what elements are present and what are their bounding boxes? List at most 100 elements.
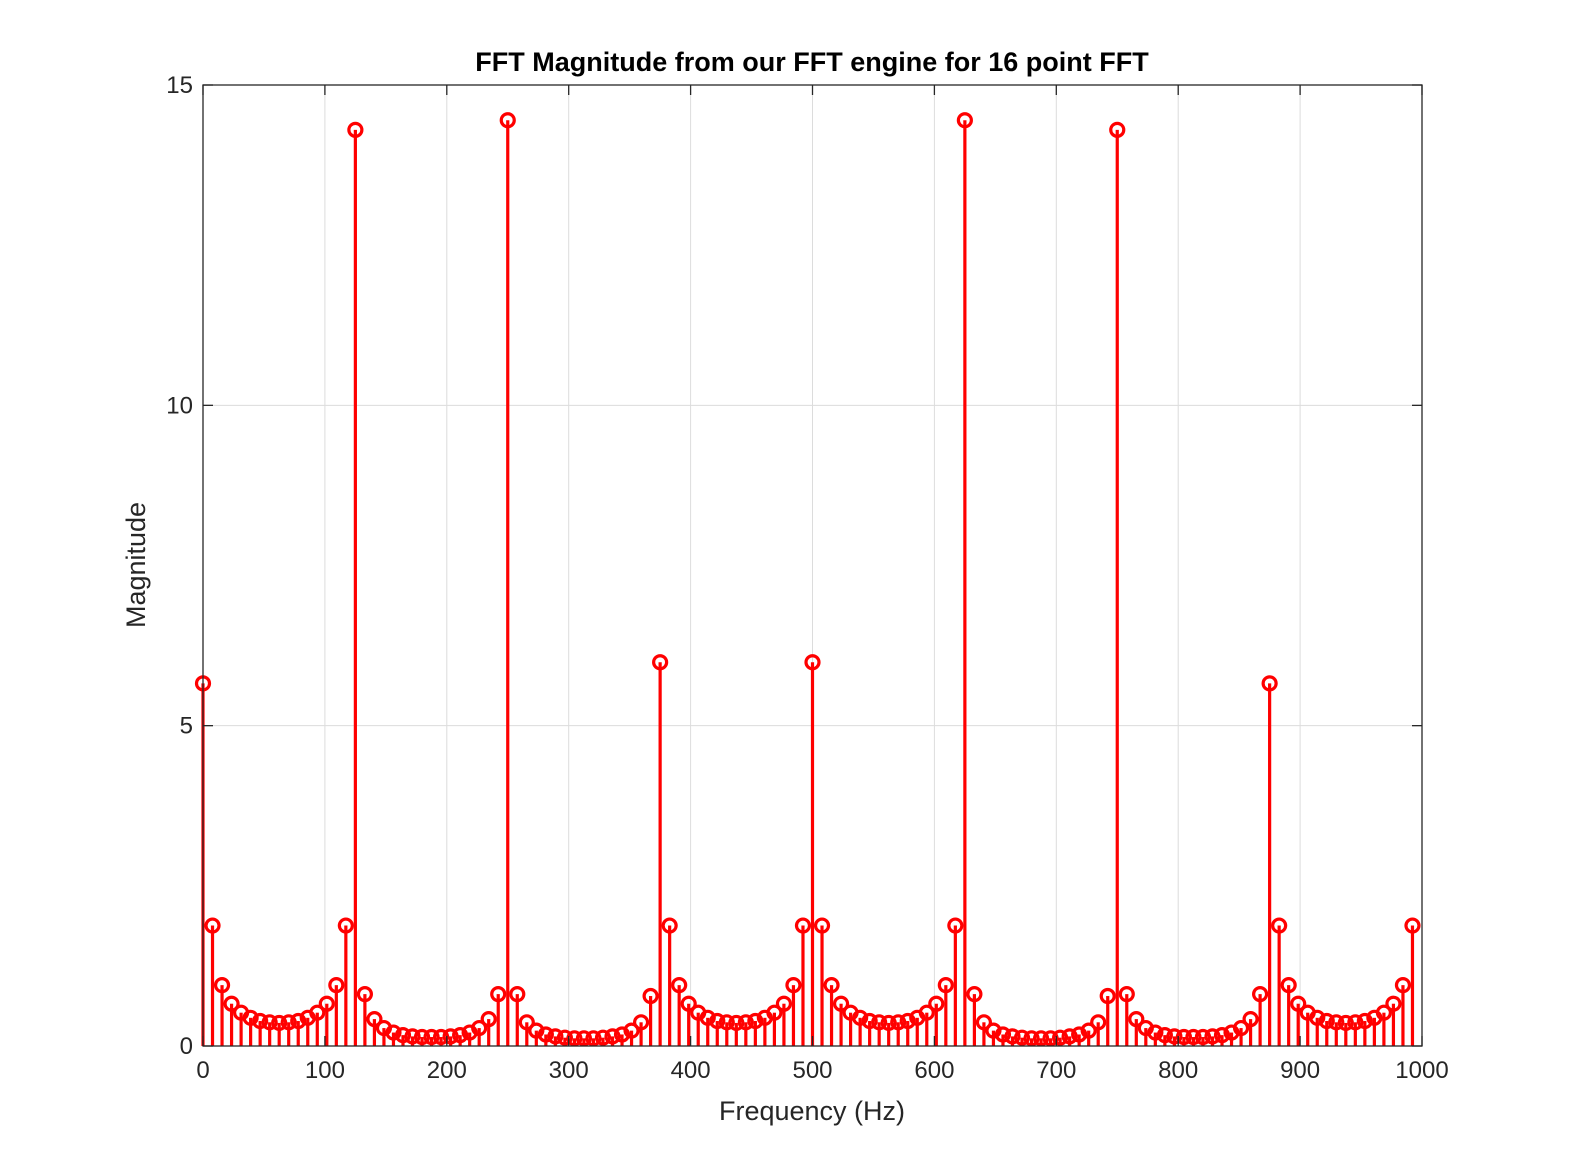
stem-marker xyxy=(747,1012,764,1030)
stem-marker xyxy=(442,1028,459,1045)
stem-marker xyxy=(594,1029,612,1046)
stem-marker xyxy=(528,1022,545,1039)
stem-marker xyxy=(671,977,688,994)
stem-marker xyxy=(1385,995,1402,1012)
stem-marker xyxy=(537,1026,554,1043)
stem-marker xyxy=(366,1010,383,1028)
y-tick-labels: 0 5 10 15 xyxy=(166,72,193,1060)
stem-marker xyxy=(347,121,364,138)
stem-marker xyxy=(804,654,821,671)
stem-marker xyxy=(1004,1028,1021,1045)
stem-marker xyxy=(623,1022,640,1039)
axis-ticks xyxy=(202,84,1423,1047)
stem-marker xyxy=(1099,987,1116,1005)
y-axis-label: Magnitude xyxy=(121,502,151,628)
x-tick-label: 400 xyxy=(671,1057,711,1084)
x-tick-label: 900 xyxy=(1280,1057,1320,1084)
x-tick-label: 100 xyxy=(305,1057,345,1084)
stem-marker xyxy=(1071,1026,1088,1043)
stem-marker xyxy=(575,1030,593,1047)
stem-marker xyxy=(566,1030,583,1047)
y-tick-label: 5 xyxy=(180,713,193,740)
stem-marker xyxy=(1090,1014,1107,1031)
stem-marker xyxy=(699,1009,716,1026)
stem-marker xyxy=(861,1012,878,1030)
stem-marker xyxy=(337,917,354,934)
stem-marker xyxy=(1375,1004,1393,1021)
stem-marker xyxy=(271,1014,288,1032)
stem-marker xyxy=(499,112,516,129)
stem-marker xyxy=(290,1012,307,1030)
stem-marker xyxy=(1194,1028,1212,1046)
stem-marker xyxy=(966,986,983,1003)
stem-marker xyxy=(1166,1028,1183,1045)
stem-marker xyxy=(975,1014,993,1031)
stem-marker xyxy=(1061,1028,1078,1045)
stem-marker xyxy=(1337,1014,1354,1032)
stem-marker xyxy=(871,1014,888,1031)
stem-marker xyxy=(242,1009,259,1026)
stem-marker xyxy=(985,1022,1002,1039)
stem-marker xyxy=(880,1014,897,1032)
stem-marker xyxy=(1147,1024,1164,1041)
stem-marker xyxy=(413,1028,431,1046)
stem-marker xyxy=(1261,675,1278,692)
y-tick-label: 10 xyxy=(166,392,193,419)
stem-marker xyxy=(1118,986,1135,1003)
stem-marker xyxy=(1356,1012,1373,1030)
stem-marker xyxy=(1328,1014,1345,1031)
stem-marker xyxy=(1185,1028,1202,1046)
stem-marker xyxy=(213,977,231,994)
stem-marker xyxy=(423,1028,440,1046)
stem-marker xyxy=(328,977,345,994)
stem-marker xyxy=(956,112,973,129)
stem-marker xyxy=(823,977,840,994)
stem-marker xyxy=(518,1014,535,1031)
stem-marker xyxy=(899,1012,916,1030)
stem-marker xyxy=(1080,1022,1097,1039)
stem-marker xyxy=(709,1012,726,1030)
stem-marker xyxy=(680,995,697,1012)
stem-marker xyxy=(813,917,831,934)
stem-marker xyxy=(794,917,812,934)
chart-title: FFT Magnitude from our FFT engine for 16… xyxy=(475,47,1149,77)
stem-marker xyxy=(1347,1014,1364,1031)
stem-marker xyxy=(642,987,659,1005)
stem-marker xyxy=(928,995,945,1012)
stem-marker xyxy=(852,1009,869,1026)
x-tick-label: 200 xyxy=(427,1057,467,1084)
stem-marker xyxy=(785,977,802,994)
stem-marker xyxy=(1156,1027,1173,1044)
stem-marker xyxy=(937,977,954,994)
stem-marker xyxy=(318,995,335,1012)
stem-marker xyxy=(737,1014,754,1031)
stem-marker xyxy=(223,995,240,1012)
x-axis-label: Frequency (Hz) xyxy=(719,1096,905,1126)
stem-marker xyxy=(1128,1010,1145,1028)
stem-marker xyxy=(947,917,964,934)
stem-marker xyxy=(1252,986,1269,1003)
stem-marker xyxy=(452,1027,469,1044)
x-tick-label: 800 xyxy=(1158,1057,1198,1084)
x-tick-label: 0 xyxy=(196,1057,209,1084)
stem-marker xyxy=(556,1029,573,1046)
stem-marker xyxy=(661,917,678,934)
stem-marker xyxy=(1023,1030,1040,1047)
stem-marker xyxy=(632,1014,650,1031)
x-tick-label: 700 xyxy=(1036,1057,1076,1084)
stem-marker xyxy=(394,1027,412,1044)
stem-marker xyxy=(1213,1027,1231,1044)
stem-marker xyxy=(652,654,669,671)
stem-marker xyxy=(547,1028,564,1045)
stem-marker xyxy=(994,1026,1012,1043)
stem-marker xyxy=(309,1004,326,1021)
stem-marker xyxy=(204,917,221,934)
stem-marker xyxy=(1280,977,1297,994)
stem-marker xyxy=(766,1004,783,1021)
stem-marker xyxy=(356,986,373,1003)
stem-marker xyxy=(832,995,850,1012)
stem-marker xyxy=(1032,1030,1050,1047)
stem-marker xyxy=(1394,977,1412,994)
stem-marker xyxy=(1232,1019,1250,1037)
stem-marker xyxy=(1204,1028,1221,1045)
